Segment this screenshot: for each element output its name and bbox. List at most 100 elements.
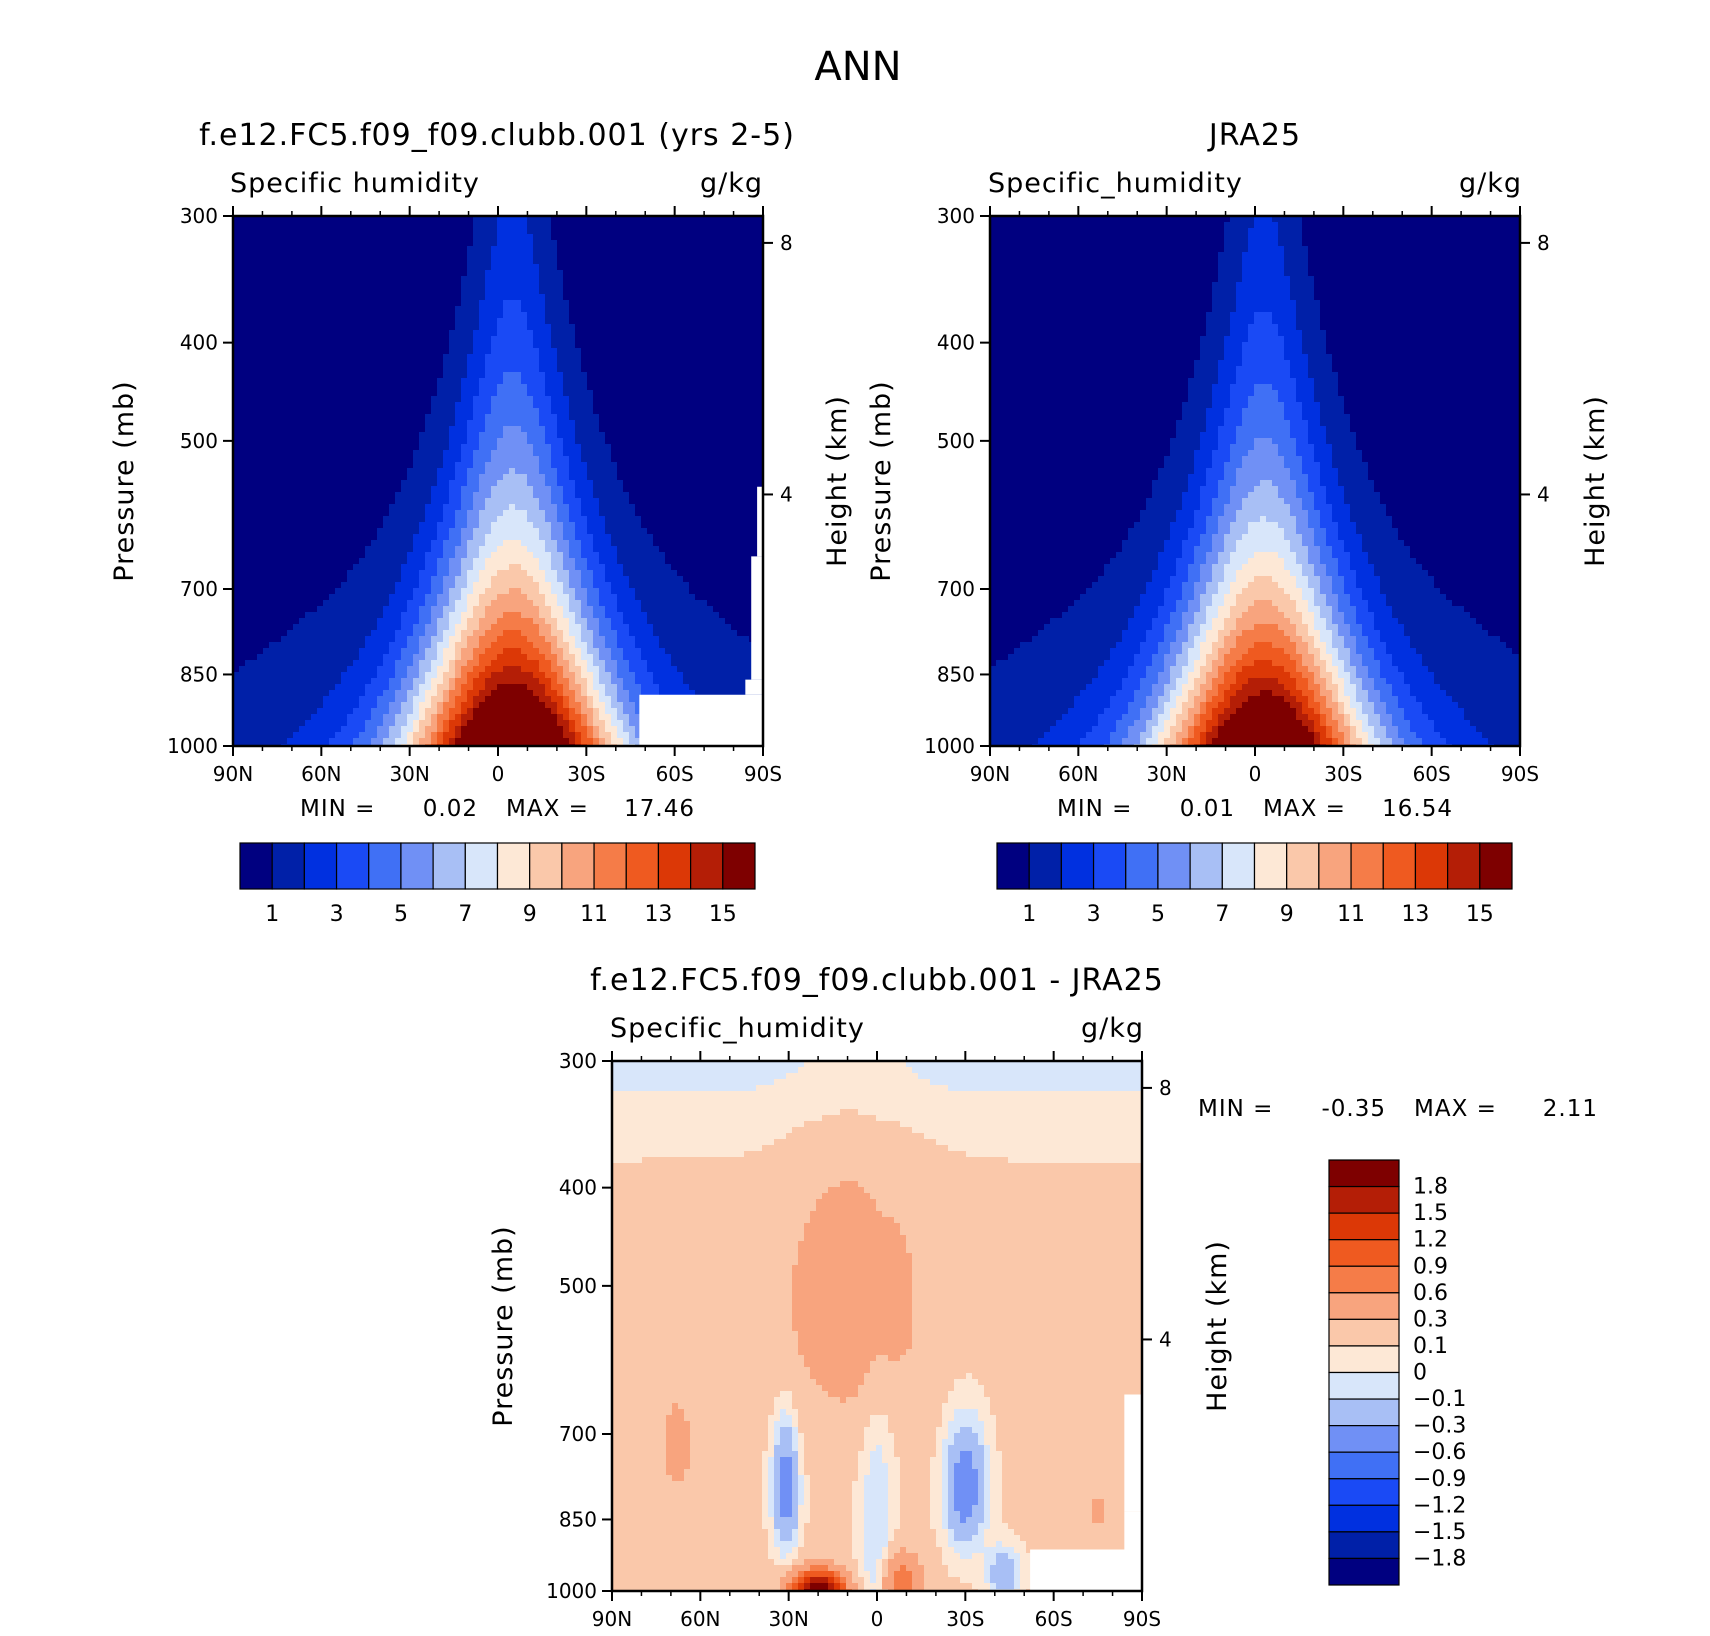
contour-cell <box>395 564 402 571</box>
contour-cell <box>311 594 318 601</box>
contour-cell <box>395 594 402 601</box>
contour-cell <box>239 492 246 499</box>
contour-cell <box>311 564 318 571</box>
contour-cell <box>407 720 414 727</box>
contour-cell <box>401 336 408 343</box>
contour-cell <box>491 312 498 319</box>
contour-cell <box>353 486 360 493</box>
contour-cell <box>437 414 444 421</box>
contour-cell <box>485 276 492 283</box>
contour-cell <box>461 438 468 445</box>
contour-cell <box>479 438 486 445</box>
contour-cell <box>479 498 486 505</box>
contour-cell <box>509 660 516 667</box>
contour-cell <box>305 720 312 727</box>
contour-cell <box>413 420 420 427</box>
contour-cell <box>545 612 552 619</box>
contour-cell <box>461 690 468 697</box>
contour-cell <box>443 636 450 643</box>
contour-cell <box>329 300 336 307</box>
contour-cell <box>263 504 270 511</box>
contour-cell <box>515 534 522 541</box>
contour-cell <box>539 396 546 403</box>
contour-cell <box>533 324 540 331</box>
contour-cell <box>545 300 552 307</box>
contour-cell <box>233 528 240 535</box>
contour-cell <box>263 546 270 553</box>
contour-cell <box>335 420 342 427</box>
contour-cell <box>293 648 300 655</box>
contour-cell <box>449 720 456 727</box>
contour-cell <box>371 228 378 235</box>
contour-cell <box>443 294 450 301</box>
contour-cell <box>491 306 498 313</box>
contour-cell <box>563 222 570 229</box>
contour-cell <box>233 420 240 427</box>
contour-cell <box>287 456 294 463</box>
contour-cell <box>545 402 552 409</box>
contour-cell <box>431 402 438 409</box>
contour-cell <box>539 384 546 391</box>
contour-cell <box>503 702 510 709</box>
contour-cell <box>557 660 564 667</box>
contour-cell <box>305 672 312 679</box>
contour-cell <box>245 372 252 379</box>
contour-cell <box>287 702 294 709</box>
contour-cell <box>551 636 558 643</box>
contour-cell <box>275 636 282 643</box>
contour-cell <box>443 612 450 619</box>
contour-cell <box>329 336 336 343</box>
contour-cell <box>287 696 294 703</box>
contour-cell <box>335 462 342 469</box>
contour-cell <box>389 684 396 691</box>
contour-cell <box>437 648 444 655</box>
contour-cell <box>401 420 408 427</box>
contour-cell <box>311 660 318 667</box>
contour-cell <box>245 630 252 637</box>
contour-cell <box>401 312 408 319</box>
contour-cell <box>569 240 576 247</box>
contour-cell <box>347 276 354 283</box>
contour-cell <box>359 678 366 685</box>
contour-cell <box>437 540 444 547</box>
contour-cell <box>293 528 300 535</box>
contour-cell <box>371 522 378 529</box>
contour-cell <box>473 402 480 409</box>
contour-cell <box>449 420 456 427</box>
contour-cell <box>365 258 372 265</box>
contour-cell <box>479 384 486 391</box>
contour-cell <box>443 606 450 613</box>
contour-cell <box>407 714 414 721</box>
contour-cell <box>257 600 264 607</box>
contour-cell <box>413 264 420 271</box>
contour-cell <box>347 738 354 745</box>
contour-cell <box>281 312 288 319</box>
contour-cell <box>311 570 318 577</box>
contour-cell <box>455 348 462 355</box>
contour-cell <box>461 678 468 685</box>
contour-cell <box>275 426 282 433</box>
contour-cell <box>353 708 360 715</box>
contour-cell <box>365 408 372 415</box>
contour-cell <box>413 672 420 679</box>
contour-cell <box>419 420 426 427</box>
contour-cell <box>515 462 522 469</box>
contour-cell <box>251 552 258 559</box>
contour-cell <box>449 372 456 379</box>
contour-cell <box>233 492 240 499</box>
contour-cell <box>293 480 300 487</box>
contour-cell <box>467 642 474 649</box>
contour-cell <box>233 318 240 325</box>
contour-cell <box>485 528 492 535</box>
contour-cell <box>371 384 378 391</box>
contour-cell <box>269 462 276 469</box>
contour-cell <box>521 738 528 745</box>
contour-cell <box>341 576 348 583</box>
contour-cell <box>251 564 258 571</box>
contour-cell <box>269 282 276 289</box>
contour-cell <box>407 546 414 553</box>
contour-cell <box>515 270 522 277</box>
contour-cell <box>467 696 474 703</box>
contour-cell <box>407 522 414 529</box>
contour-cell <box>275 282 282 289</box>
